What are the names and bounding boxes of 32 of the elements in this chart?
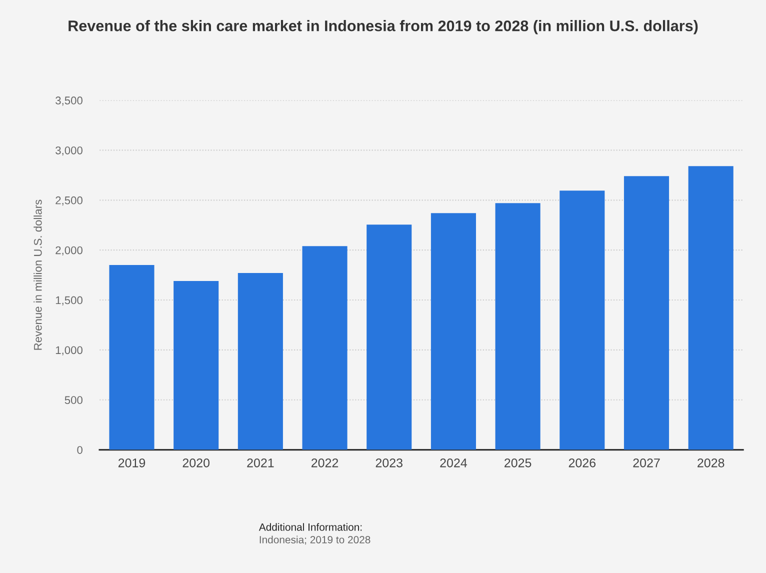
bar (302, 246, 348, 450)
y-tick-label: 0 (77, 446, 82, 454)
x-tick-label: 2026 (568, 458, 596, 468)
bar (430, 213, 476, 450)
text: Indonesia; 2019 to 2028 (260, 536, 370, 545)
x-tick-label: 2024 (440, 458, 468, 468)
y-tick-label: 3,500 (56, 96, 82, 106)
x-tick-label: 2021 (247, 458, 274, 468)
x-tick-label: 2019 (118, 458, 146, 468)
y-tick-label: 1,000 (56, 346, 82, 356)
x-tick-label: 2020 (182, 458, 210, 468)
x-tick-label: 2022 (312, 458, 338, 468)
x-tick-label: 2027 (633, 458, 660, 468)
x-tick-label: 2023 (376, 458, 402, 468)
y-axis-title: Revenue in million U.S. dollars (34, 200, 42, 350)
bar (366, 224, 412, 450)
bar (238, 273, 283, 450)
bar (688, 166, 734, 450)
x-tick-label: 2028 (698, 458, 724, 468)
y-tick-label: 1,500 (56, 296, 82, 306)
bar (624, 176, 670, 450)
y-tick-label: 500 (64, 396, 82, 404)
bar (495, 203, 540, 450)
y-tick-label: 3,000 (56, 146, 82, 156)
y-tick-label: 2,500 (56, 196, 82, 206)
text: Additional Information: (258, 523, 362, 531)
y-tick-label: 2,000 (56, 246, 82, 256)
x-tick-label: 2025 (504, 458, 532, 468)
chart-title: Revenue of the skin care market in Indonesia from 2019 to 2028 (in million U.S. dollars) (68, 20, 698, 34)
bar (109, 265, 154, 450)
bar (174, 281, 219, 450)
bar (560, 190, 605, 450)
